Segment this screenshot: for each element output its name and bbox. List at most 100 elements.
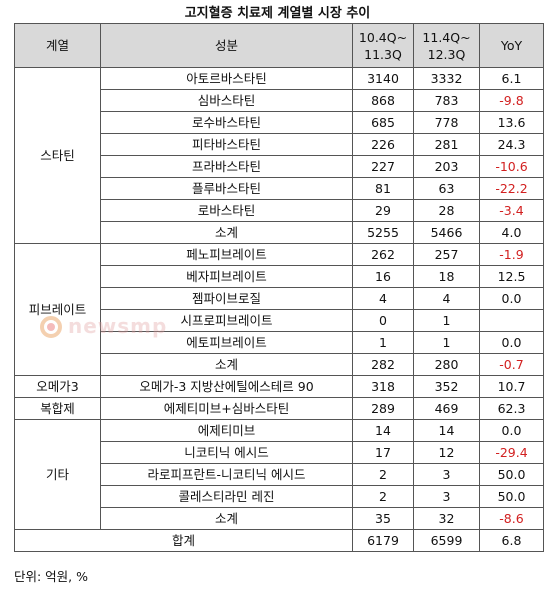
value-period-1: 4 bbox=[352, 287, 414, 310]
value-period-2: 3 bbox=[413, 485, 480, 508]
value-period-2: 18 bbox=[413, 265, 480, 288]
value-period-2: 281 bbox=[413, 133, 480, 156]
category-cell: 스타틴 bbox=[14, 67, 101, 244]
value-period-1: 3140 bbox=[352, 67, 414, 90]
table-row: 라로피프란트-니코티닉 에시드 2 3 50.0 bbox=[15, 463, 544, 486]
header-category: 계열 bbox=[14, 23, 101, 68]
yoy-cell: -10.6 bbox=[479, 155, 544, 178]
yoy-cell: -3.4 bbox=[479, 199, 544, 222]
value-period-1: 1 bbox=[352, 331, 414, 354]
value-period-2: 63 bbox=[413, 177, 480, 200]
total-period-1: 6179 bbox=[352, 529, 414, 552]
value-period-2: 12 bbox=[413, 441, 480, 464]
ingredient-cell: 아토르바스타틴 bbox=[100, 67, 353, 90]
table-body: 스타틴 아토르바스타틴 3140 3332 6.1 심바스타틴 868 783 -9.8 로수바스… bbox=[14, 67, 544, 552]
value-period-2: 203 bbox=[413, 155, 480, 178]
value-period-2: 3332 bbox=[413, 67, 480, 90]
yoy-cell: 50.0 bbox=[479, 485, 544, 508]
table-row: 로바스타틴 29 28 -3.4 bbox=[15, 199, 544, 222]
value-period-1: 226 bbox=[352, 133, 414, 156]
table-title: 고지혈증 치료제 계열별 시장 추이 bbox=[184, 6, 371, 21]
yoy-cell: -8.6 bbox=[479, 507, 544, 530]
total-yoy: 6.8 bbox=[479, 529, 544, 552]
table-row: 피타바스타틴 226 281 24.3 bbox=[15, 133, 544, 156]
header-row: 계열 성분 10.4Q~ 11.3Q 11.4Q~ 12.3Q YoY bbox=[14, 23, 544, 68]
value-period-2: 14 bbox=[413, 419, 480, 442]
value-period-1: 16 bbox=[352, 265, 414, 288]
ingredient-cell: 소계 bbox=[100, 353, 353, 376]
value-period-1: 685 bbox=[352, 111, 414, 134]
table-row: 소계 5255 5466 4.0 bbox=[15, 221, 544, 244]
ingredient-cell: 소계 bbox=[100, 221, 353, 244]
category-cell: 기타 bbox=[14, 419, 101, 530]
table-row: 오메가3 오메가-3 지방산에틸에스테르 90 318 352 10.7 bbox=[14, 375, 544, 398]
yoy-cell: 4.0 bbox=[479, 221, 544, 244]
value-period-2: 4 bbox=[413, 287, 480, 310]
value-period-1: 2 bbox=[352, 463, 414, 486]
ingredient-cell: 심바스타틴 bbox=[100, 89, 353, 112]
yoy-cell: 0.0 bbox=[479, 331, 544, 354]
header-period-1: 10.4Q~ 11.3Q bbox=[352, 23, 414, 68]
table-row: 스타틴 아토르바스타틴 3140 3332 6.1 bbox=[14, 67, 544, 244]
yoy-cell: 0.0 bbox=[479, 287, 544, 310]
ingredient-cell: 에제티미브 bbox=[100, 419, 353, 442]
total-label: 합계 bbox=[14, 529, 353, 552]
table-row: 피브레이트 페노피브레이트 262 257 -1.9 bbox=[14, 243, 544, 376]
value-period-2: 1 bbox=[413, 309, 480, 332]
value-period-2: 352 bbox=[413, 375, 480, 398]
yoy-cell: -9.8 bbox=[479, 89, 544, 112]
value-period-1: 2 bbox=[352, 485, 414, 508]
value-period-2: 257 bbox=[413, 243, 480, 266]
yoy-cell: 6.1 bbox=[479, 67, 544, 90]
category-cell: 복합제 bbox=[14, 397, 101, 420]
yoy-cell: 24.3 bbox=[479, 133, 544, 156]
table-row: 복합제 에제티미브+심바스타틴 289 469 62.3 bbox=[14, 397, 544, 420]
value-period-2: 280 bbox=[413, 353, 480, 376]
ingredient-cell: 플루바스타틴 bbox=[100, 177, 353, 200]
value-period-2: 32 bbox=[413, 507, 480, 530]
yoy-cell: -22.2 bbox=[479, 177, 544, 200]
ingredient-cell: 로수바스타틴 bbox=[100, 111, 353, 134]
value-period-2: 5466 bbox=[413, 221, 480, 244]
category-cell: 오메가3 bbox=[14, 375, 101, 398]
yoy-cell: 50.0 bbox=[479, 463, 544, 486]
value-period-1: 14 bbox=[352, 419, 414, 442]
value-period-2: 469 bbox=[413, 397, 480, 420]
ingredient-cell: 라로피프란트-니코티닉 에시드 bbox=[100, 463, 353, 486]
ingredient-cell: 페노피브레이트 bbox=[100, 243, 353, 266]
table-row: 소계 282 280 -0.7 bbox=[15, 353, 544, 376]
value-period-2: 1 bbox=[413, 331, 480, 354]
table-row: 플루바스타틴 81 63 -22.2 bbox=[15, 177, 544, 200]
value-period-1: 289 bbox=[352, 397, 414, 420]
value-period-1: 318 bbox=[352, 375, 414, 398]
yoy-cell: 13.6 bbox=[479, 111, 544, 134]
ingredient-cell: 니코티닉 에시드 bbox=[100, 441, 353, 464]
ingredient-cell: 에토피브레이트 bbox=[100, 331, 353, 354]
market-table: 계열 성분 10.4Q~ 11.3Q 11.4Q~ 12.3Q YoY 스타틴 아… bbox=[14, 23, 544, 552]
ingredient-cell: 오메가-3 지방산에틸에스테르 90 bbox=[100, 375, 353, 398]
value-period-1: 282 bbox=[352, 353, 414, 376]
value-period-2: 3 bbox=[413, 463, 480, 486]
ingredient-cell: 로바스타틴 bbox=[100, 199, 353, 222]
value-period-2: 28 bbox=[413, 199, 480, 222]
ingredient-cell: 시프로피브레이트 bbox=[100, 309, 353, 332]
value-period-1: 262 bbox=[352, 243, 414, 266]
ingredient-cell: 소계 bbox=[100, 507, 353, 530]
value-period-1: 81 bbox=[352, 177, 414, 200]
ingredient-cell: 프라바스타틴 bbox=[100, 155, 353, 178]
ingredient-cell: 젬파이브로질 bbox=[100, 287, 353, 310]
value-period-1: 0 bbox=[352, 309, 414, 332]
yoy-cell: -0.7 bbox=[479, 353, 544, 376]
value-period-1: 17 bbox=[352, 441, 414, 464]
yoy-cell: 10.7 bbox=[479, 375, 544, 398]
value-period-2: 783 bbox=[413, 89, 480, 112]
total-row: 합계 6179 6599 6.8 bbox=[14, 529, 544, 552]
yoy-cell: -29.4 bbox=[479, 441, 544, 464]
ingredient-cell: 콜레스티라민 레진 bbox=[100, 485, 353, 508]
category-cell: 피브레이트 bbox=[14, 243, 101, 376]
ingredient-cell: 피타바스타틴 bbox=[100, 133, 353, 156]
header-period-2: 11.4Q~ 12.3Q bbox=[413, 23, 480, 68]
total-period-2: 6599 bbox=[413, 529, 480, 552]
header-ingredient: 성분 bbox=[100, 23, 353, 68]
value-period-2: 778 bbox=[413, 111, 480, 134]
